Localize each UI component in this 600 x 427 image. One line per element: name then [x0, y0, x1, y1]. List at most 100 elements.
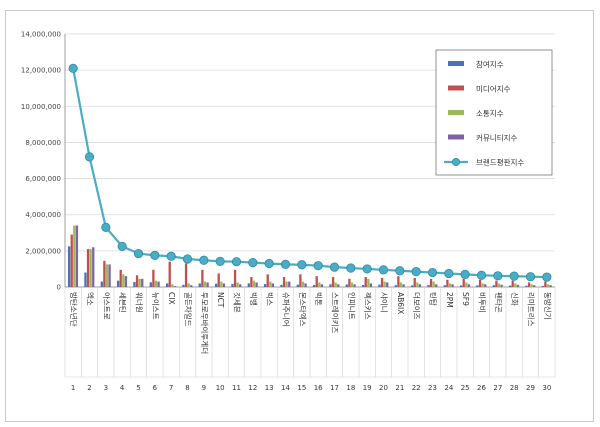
- rank-label: 12: [248, 384, 257, 392]
- bar-미디어지수: [184, 263, 188, 287]
- rank-label: 3: [104, 384, 108, 392]
- bar-미디어지수: [331, 277, 335, 287]
- bar-커뮤니티지수: [239, 284, 242, 287]
- bar-소통지수: [318, 282, 321, 287]
- rank-label: 13: [265, 384, 274, 392]
- category-label: 방탄소년단: [69, 292, 79, 327]
- bar-소통지수: [73, 225, 76, 287]
- bar-커뮤니티지수: [320, 284, 324, 287]
- bar-참여지수: [312, 285, 316, 287]
- bar-미디어지수: [446, 279, 449, 287]
- point-브랜드평판지수: [509, 271, 519, 281]
- bar-소통지수: [105, 264, 109, 287]
- legend-label: 브랜드평판지수: [476, 157, 524, 167]
- y-tick-label: 14,000,000: [21, 31, 61, 39]
- rank-label: 17: [330, 384, 339, 392]
- rank-label: 27: [493, 384, 502, 392]
- rank-label: 28: [510, 384, 519, 392]
- category-label: 틴탑: [429, 292, 439, 306]
- category-label: NCT: [216, 292, 225, 308]
- bar-참여지수: [247, 283, 250, 287]
- bar-소통지수: [154, 280, 158, 287]
- bar-커뮤니티지수: [418, 284, 422, 287]
- rank-label: 30: [542, 384, 551, 392]
- bar-소통지수: [138, 278, 141, 287]
- bar-참여지수: [361, 285, 365, 287]
- point-브랜드평판지수: [525, 272, 536, 282]
- category-label: 리미트리스: [527, 292, 536, 327]
- rank-label: 7: [169, 384, 173, 392]
- bar-미디어지수: [103, 260, 106, 287]
- legend-marker: [451, 157, 460, 166]
- bar-소통지수: [301, 281, 305, 287]
- bar-참여지수: [280, 284, 283, 287]
- bar-참여지수: [198, 283, 201, 287]
- bar-커뮤니티지수: [206, 282, 209, 287]
- point-브랜드평판지수: [280, 259, 291, 270]
- rank-label: 15: [297, 384, 306, 392]
- category-label: 비투비: [478, 292, 487, 313]
- point-브랜드평판지수: [68, 63, 78, 73]
- rank-label: 23: [428, 384, 437, 392]
- bar-소통지수: [203, 281, 207, 287]
- rank-label: 18: [346, 384, 355, 392]
- bar-커뮤니티지수: [337, 284, 340, 287]
- y-tick-label: 8,000,000: [25, 139, 61, 147]
- point-브랜드평판지수: [493, 271, 503, 281]
- point-브랜드평판지수: [117, 241, 127, 251]
- legend-swatch: [448, 85, 464, 91]
- bar-참여지수: [149, 282, 152, 287]
- category-label: 동방신기: [543, 292, 553, 320]
- bar-참여지수: [410, 285, 414, 287]
- rank-label: 29: [526, 384, 535, 392]
- point-브랜드평판지수: [133, 248, 144, 259]
- category-label: 인피니트: [347, 292, 357, 320]
- category-label: 몬스타엑스: [298, 292, 308, 327]
- bar-소통지수: [89, 249, 92, 287]
- bar-참여지수: [476, 285, 479, 287]
- bar-커뮤니티지수: [157, 281, 160, 287]
- rank-label: 8: [185, 384, 189, 392]
- bar-미디어지수: [168, 261, 171, 287]
- point-브랜드평판지수: [542, 272, 552, 282]
- bar-소통지수: [350, 282, 354, 287]
- point-브랜드평판지수: [264, 258, 274, 269]
- bar-참여지수: [182, 284, 185, 287]
- bar-커뮤니티지수: [255, 282, 258, 287]
- bar-소통지수: [448, 283, 452, 287]
- category-label: 빅톤: [314, 292, 323, 306]
- bar-미디어지수: [429, 278, 433, 287]
- bar-소통지수: [497, 283, 501, 287]
- bar-미디어지수: [478, 279, 482, 287]
- bar-커뮤니티지수: [467, 284, 471, 287]
- bar-소통지수: [236, 282, 239, 287]
- rank-label: 6: [153, 384, 158, 392]
- bar-미디어지수: [527, 282, 531, 287]
- point-브랜드평판지수: [378, 265, 389, 275]
- bar-참여지수: [165, 283, 169, 287]
- y-tick-label: 12,000,000: [21, 67, 61, 75]
- bar-미디어지수: [315, 276, 318, 287]
- bar-참여지수: [345, 284, 348, 287]
- point-브랜드평판지수: [248, 258, 258, 268]
- point-브랜드평판지수: [411, 267, 421, 277]
- point-브랜드평판지수: [150, 250, 160, 260]
- bar-커뮤니티지수: [516, 284, 520, 287]
- legend-swatch: [448, 61, 464, 66]
- bar-커뮤니티지수: [141, 278, 144, 287]
- bar-소통지수: [465, 282, 468, 287]
- point-브랜드평판지수: [84, 152, 95, 162]
- point-브랜드평판지수: [476, 270, 487, 280]
- bar-커뮤니티지수: [271, 283, 275, 287]
- category-label: 스트레이키즈: [331, 292, 341, 333]
- category-label: 갓세븐: [233, 292, 243, 313]
- bar-참여지수: [67, 246, 71, 287]
- bar-미디어지수: [217, 273, 220, 287]
- bar-미디어지수: [544, 281, 547, 287]
- rank-label: 11: [232, 384, 241, 392]
- category-label: 신화: [510, 292, 519, 306]
- category-label: 워너원: [135, 292, 145, 313]
- point-브랜드평판지수: [166, 251, 176, 261]
- bar-참여지수: [329, 284, 332, 287]
- category-label: 빅뱅: [249, 292, 259, 306]
